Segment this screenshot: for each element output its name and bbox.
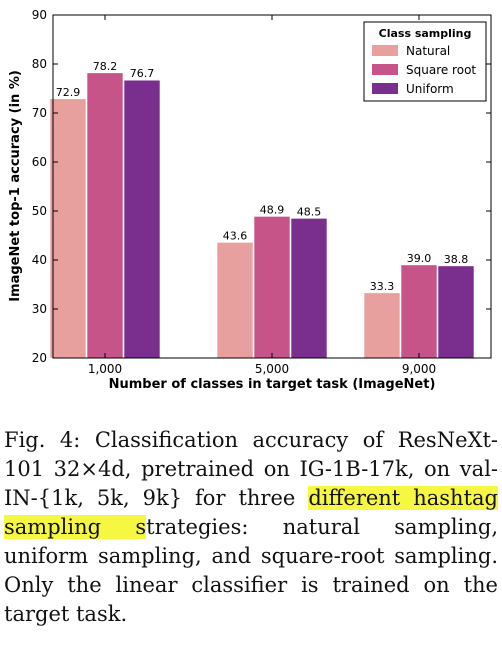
y-tick-label: 40	[32, 253, 47, 267]
x-axis-ticks: 1,000 5,000 9,000	[88, 15, 436, 376]
bar-value-label: 72.9	[56, 86, 81, 99]
caption-text-end: trategies: natural sampling, uniform sam…	[4, 515, 498, 626]
y-tick-label: 60	[32, 155, 47, 169]
y-tick-label: 90	[32, 8, 47, 22]
bar-value-label: 48.5	[297, 205, 322, 218]
x-tick-label: 1,000	[88, 362, 122, 376]
y-axis-ticks: 20 30 40 50 60 70 80 90	[32, 8, 491, 365]
legend-label: Uniform	[406, 82, 454, 96]
bar-uniform-0	[123, 79, 161, 359]
bar-value-label: 48.9	[260, 203, 285, 216]
y-tick-label: 80	[32, 57, 47, 71]
bar-uniform-1	[290, 218, 328, 359]
bar-square-root-0	[86, 72, 124, 359]
bar-value-label: 78.2	[93, 60, 118, 73]
x-tick-label: 9,000	[402, 362, 436, 376]
caption-text: Fig. 4: Classification accuracy of ResNe…	[4, 428, 498, 510]
bar-chart: 72.9 78.2 76.7 43.6 48.9 48.5 33.3 39.0 38.8 20 3…	[8, 8, 492, 392]
bar-value-label: 43.6	[223, 229, 248, 242]
bars-layer	[49, 72, 475, 359]
legend-items: Natural Square root Uniform	[372, 44, 476, 96]
bar-value-label: 33.3	[370, 280, 395, 293]
y-axis-title: ImageNet top-1 accuracy (in %)	[8, 70, 23, 302]
y-tick-label: 50	[32, 204, 47, 218]
bar-uniform-2	[437, 265, 475, 359]
y-tick-label: 20	[32, 351, 47, 365]
bar-value-label: 38.8	[444, 253, 469, 266]
figure-caption: Fig. 4: Classification accuracy of ResNe…	[4, 426, 498, 629]
value-labels-layer: 72.9 78.2 76.7 43.6 48.9 48.5 33.3 39.0 38.8	[56, 60, 469, 293]
legend-swatch	[372, 64, 398, 75]
bar-natural-0	[49, 98, 87, 359]
x-axis-title: Number of classes in target task (ImageN…	[109, 377, 436, 392]
bar-square-root-2	[400, 264, 438, 359]
legend: Class sampling Natural Square root Uniform	[363, 21, 487, 102]
legend-swatch	[372, 83, 398, 94]
legend-swatch	[372, 45, 398, 56]
legend-label: Natural	[406, 44, 450, 58]
bar-square-root-1	[253, 216, 291, 359]
y-tick-label: 70	[32, 106, 47, 120]
bar-value-label: 76.7	[130, 67, 155, 80]
y-tick-label: 30	[32, 302, 47, 316]
x-tick-label: 5,000	[255, 362, 289, 376]
bar-natural-1	[216, 242, 254, 359]
legend-title: Class sampling	[379, 27, 472, 40]
bar-natural-2	[363, 292, 401, 359]
legend-label: Square root	[406, 63, 476, 77]
bar-value-label: 39.0	[407, 252, 432, 265]
